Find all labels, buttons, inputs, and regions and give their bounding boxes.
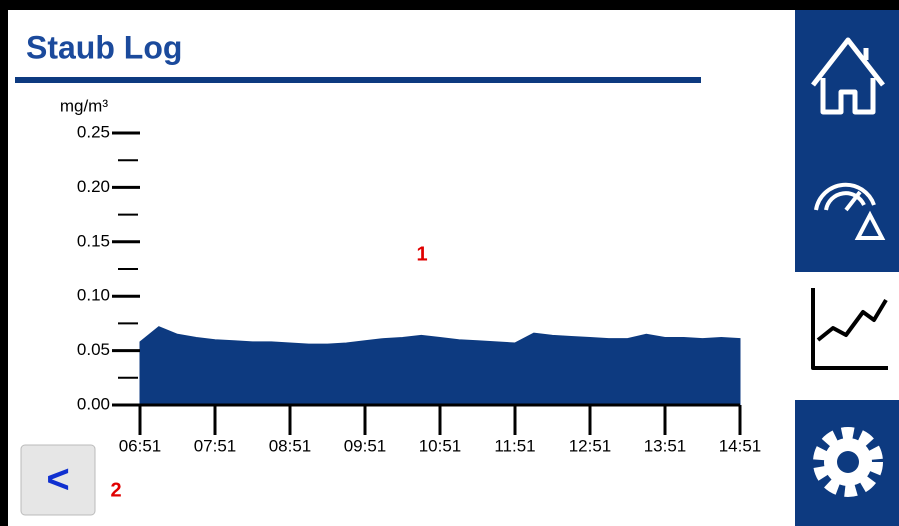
back-button[interactable]: < [20, 444, 96, 516]
title-underline [15, 77, 701, 83]
annotation: 2 [110, 479, 121, 501]
gauge-needle[interactable] [844, 190, 862, 212]
x-tick-label: 12:51 [569, 436, 612, 455]
chart-icon[interactable] [811, 288, 888, 370]
x-tick-label: 11:51 [494, 436, 535, 455]
chart-icon-axes[interactable] [811, 288, 888, 370]
x-tick-label: 10:51 [419, 436, 462, 455]
x-tick-label: 13:51 [644, 436, 687, 455]
x-tick-label: 08:51 [269, 436, 312, 455]
warning-triangle[interactable] [854, 210, 886, 240]
area [139, 326, 741, 406]
x-tick-label: 09:51 [344, 436, 387, 455]
y-tick-label: 0.10 [77, 286, 110, 305]
back-button-bg[interactable] [20, 444, 96, 516]
home-icon-path[interactable] [811, 37, 885, 115]
gear-hole[interactable] [837, 451, 859, 473]
home-icon[interactable] [811, 37, 885, 115]
x-tick-label: 14:51 [719, 436, 762, 455]
gauge-arc[interactable] [814, 182, 876, 211]
y-axis-unit: mg/m³ [60, 96, 109, 115]
y-tick-label: 0.15 [77, 231, 110, 250]
x-tick-label: 06:51 [119, 436, 162, 455]
settings-icon[interactable] [813, 427, 883, 497]
y-tick-label: 0.25 [77, 122, 110, 141]
y-tick-label: 0.05 [77, 340, 110, 359]
y-tick-label: 0.20 [77, 177, 110, 196]
gauge-arc[interactable] [824, 191, 866, 211]
sidebar-block [795, 10, 899, 272]
gear-teeth[interactable] [813, 427, 883, 497]
screen: Staub Log mg/m³ 1 2 < 0.00 0.05 0.10 0.15 0.… [8, 10, 899, 526]
page-title: Staub Log [26, 29, 182, 65]
annotation: 1 [416, 243, 427, 265]
chart: Staub Log mg/m³ 1 2 < 0.00 0.05 0.10 0.15 0.… [15, 10, 899, 526]
back-button-label[interactable]: < [46, 458, 69, 502]
y-tick-label: 0.00 [77, 394, 110, 413]
chart-icon-line[interactable] [816, 298, 888, 342]
x-tick-label: 07:51 [194, 436, 237, 455]
gauge-icon[interactable] [814, 182, 886, 240]
